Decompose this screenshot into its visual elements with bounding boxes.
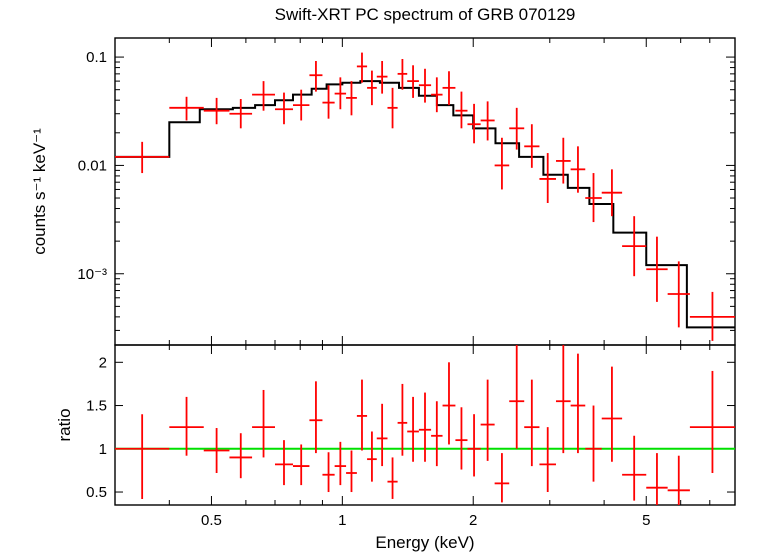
y-tick-label-top: 10⁻³ [77, 266, 107, 283]
x-tick-label: 0.5 [201, 512, 222, 529]
x-tick-label: 1 [338, 512, 346, 529]
y-tick-label-bottom: 1 [99, 441, 107, 458]
y-tick-label-bottom: 1.5 [86, 398, 107, 415]
data-points-bottom [115, 345, 735, 511]
x-tick-label: 2 [469, 512, 477, 529]
y-tick-label-bottom: 0.5 [86, 484, 107, 501]
chart-title: Swift-XRT PC spectrum of GRB 070129 [275, 5, 576, 24]
model-step-line [115, 81, 735, 327]
y-tick-label-top: 0.01 [78, 157, 107, 174]
spectrum-chart: Swift-XRT PC spectrum of GRB 070129 0.5 1 2… [0, 0, 758, 556]
y-axis-label-top: counts s⁻¹ keV⁻¹ [30, 128, 49, 255]
y-tick-label-bottom: 2 [99, 354, 107, 371]
x-tick-label: 5 [642, 512, 650, 529]
y-axis-label-bottom: ratio [55, 408, 74, 441]
data-points-top [115, 53, 735, 341]
x-axis-label: Energy (keV) [375, 533, 474, 552]
y-tick-label-top: 0.1 [86, 49, 107, 66]
